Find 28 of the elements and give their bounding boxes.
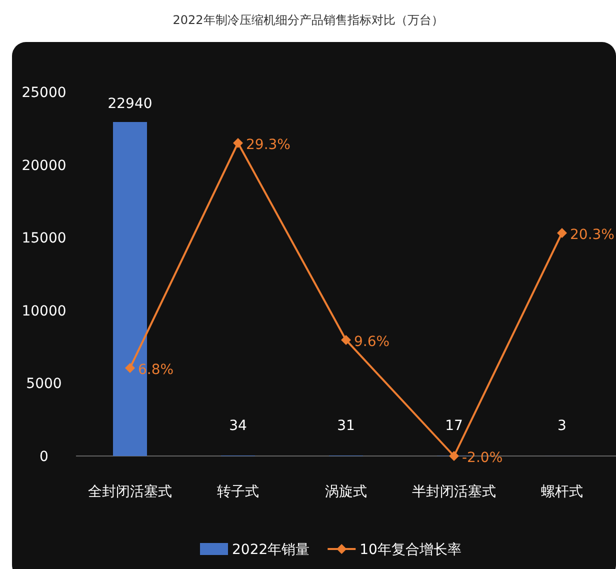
y-tick-label: 10000 <box>22 303 66 320</box>
chart-title: 2022年制冷压缩机细分产品销售指标对比（万台） <box>172 13 444 27</box>
data-label: 9.6% <box>354 334 390 350</box>
y-tick-label: 20000 <box>22 158 66 174</box>
point <box>233 138 243 148</box>
legend-label: 2022年销量 <box>232 542 310 558</box>
x-tick-label: 转子式 <box>217 484 259 500</box>
data-label: 3 <box>558 418 566 434</box>
y-tick-label: 15000 <box>22 230 66 247</box>
data-label: 31 <box>337 418 355 434</box>
legend-label: 10年复合增长率 <box>360 542 462 558</box>
data-label: 22940 <box>108 96 152 112</box>
point <box>557 228 567 238</box>
x-tick-label: 全封闭活塞式 <box>88 484 172 500</box>
point <box>341 334 351 345</box>
data-label: -2.0% <box>462 450 503 466</box>
y-tick-label: 5000 <box>26 376 62 392</box>
y-tick-label: 0 <box>40 449 48 465</box>
data-label: 20.3% <box>570 226 614 243</box>
y-tick-label: 25000 <box>22 85 66 101</box>
data-label: 34 <box>229 418 247 434</box>
x-tick-label: 半封闭活塞式 <box>412 484 496 500</box>
x-tick-label: 螺杆式 <box>541 484 583 500</box>
x-tick-label: 涡旋式 <box>325 484 367 500</box>
data-label: 17 <box>445 418 463 434</box>
point <box>125 362 135 373</box>
point <box>449 451 459 461</box>
data-label: 29.3% <box>246 136 290 153</box>
